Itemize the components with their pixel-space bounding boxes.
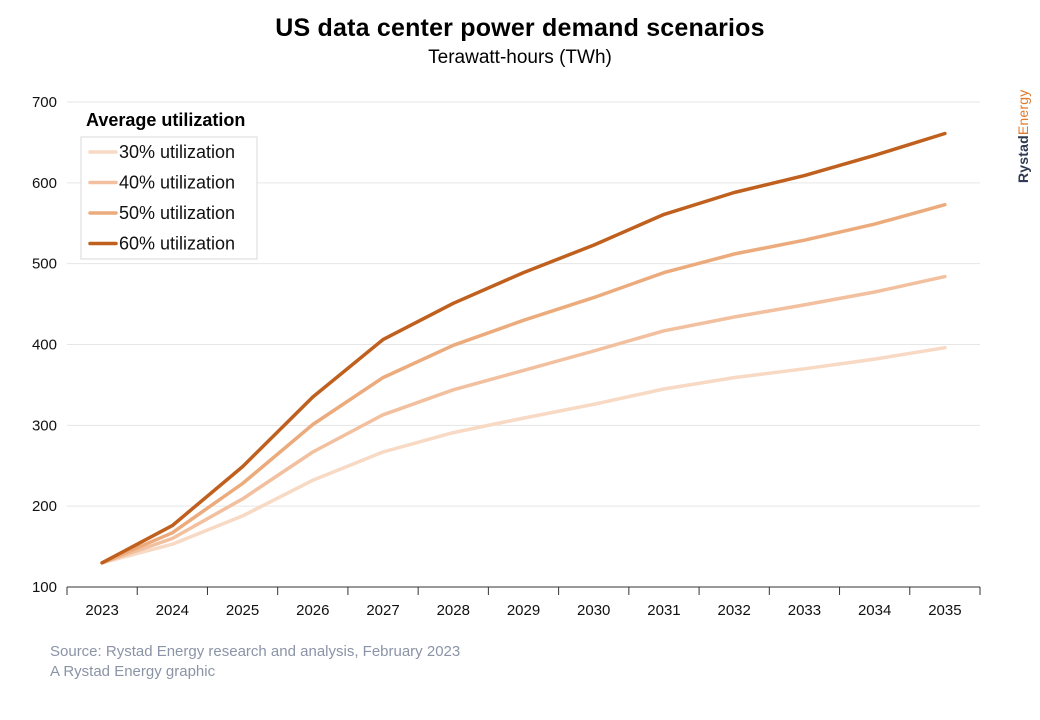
y-tick-label: 600 bbox=[32, 175, 57, 192]
x-tick-label: 2031 bbox=[647, 602, 680, 619]
series-line-1 bbox=[100, 345, 947, 565]
x-tick-label: 2032 bbox=[718, 602, 751, 619]
legend-label-1: 30% utilization bbox=[119, 142, 235, 162]
series-line-3 bbox=[100, 202, 947, 565]
x-tick-label: 2026 bbox=[296, 602, 329, 619]
series-line-2 bbox=[100, 274, 947, 565]
chart-subtitle: Terawatt-hours (TWh) bbox=[428, 47, 612, 68]
x-tick-label: 2029 bbox=[507, 602, 540, 619]
x-tick-label: 2028 bbox=[437, 602, 470, 619]
legend-title: Average utilization bbox=[86, 110, 245, 130]
source-note: Source: Rystad Energy research and analy… bbox=[50, 643, 461, 660]
x-tick-label: 2033 bbox=[788, 602, 821, 619]
footer: Source: Rystad Energy research and analy… bbox=[50, 642, 460, 682]
legend-label-3: 50% utilization bbox=[119, 203, 235, 223]
legend: Average utilization 30% utilization 40% ut… bbox=[80, 110, 258, 260]
y-tick-label: 500 bbox=[32, 256, 57, 273]
chart-title: US data center power demand scenarios bbox=[275, 14, 765, 42]
series-lines bbox=[100, 131, 947, 565]
x-tick-label: 2030 bbox=[577, 602, 610, 619]
legend-label-4: 60% utilization bbox=[119, 234, 235, 254]
x-tick-label: 2034 bbox=[858, 602, 891, 619]
axes: 100 200 300 400 500 600 700 2023 2024 2025 2026 202… bbox=[32, 94, 981, 619]
x-tick-label: 2024 bbox=[156, 602, 189, 619]
y-tick-label: 300 bbox=[32, 417, 57, 434]
x-tick-label: 2023 bbox=[85, 602, 118, 619]
credit-note: A Rystad Energy graphic bbox=[50, 663, 216, 680]
x-tick-label: 2027 bbox=[366, 602, 399, 619]
legend-box bbox=[80, 136, 258, 260]
y-tick-label: 200 bbox=[32, 498, 57, 515]
x-tick-label: 2025 bbox=[226, 602, 259, 619]
y-tick-label: 400 bbox=[32, 337, 57, 354]
y-tick-label: 700 bbox=[32, 94, 57, 111]
series-line-4 bbox=[100, 131, 947, 565]
x-tick-label: 2035 bbox=[928, 602, 961, 619]
y-tick-label: 100 bbox=[32, 579, 57, 596]
legend-label-2: 40% utilization bbox=[119, 173, 235, 193]
